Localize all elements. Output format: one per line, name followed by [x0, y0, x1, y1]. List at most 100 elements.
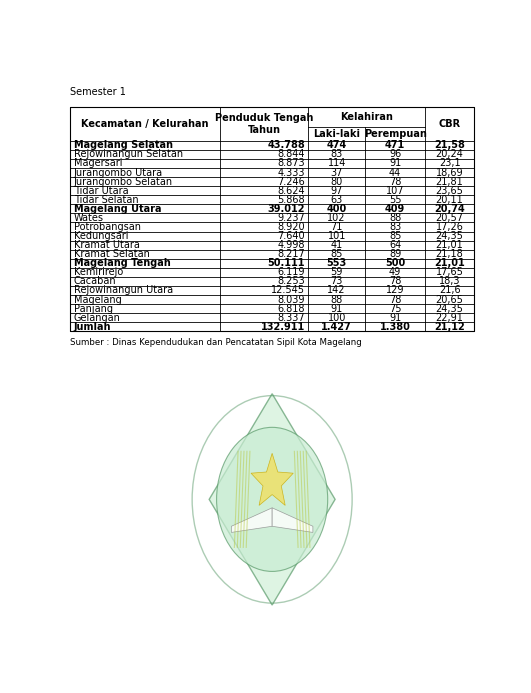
Text: 91: 91 [330, 304, 343, 314]
Text: 9.237: 9.237 [277, 213, 305, 223]
Text: 55: 55 [389, 195, 401, 204]
Text: 73: 73 [330, 277, 343, 286]
Text: 23,65: 23,65 [435, 186, 464, 195]
Text: Sumber : Dinas Kependudukan dan Pencatatan Sipil Kota Magelang: Sumber : Dinas Kependudukan dan Pencatat… [71, 337, 362, 346]
Text: Kelahiran: Kelahiran [340, 112, 393, 122]
Text: 24,35: 24,35 [435, 231, 464, 241]
Text: 5.868: 5.868 [278, 195, 305, 204]
Text: 23,1: 23,1 [439, 159, 460, 168]
Text: 17,65: 17,65 [435, 267, 464, 277]
Text: 89: 89 [389, 249, 401, 259]
Text: Magersari: Magersari [74, 159, 122, 168]
Text: 12.545: 12.545 [271, 286, 305, 295]
Text: 409: 409 [385, 204, 405, 214]
Polygon shape [272, 508, 313, 532]
Text: 21,01: 21,01 [436, 240, 464, 250]
Bar [71, 107, 474, 331]
Text: 21,58: 21,58 [434, 140, 465, 150]
Text: Jurangombo Utara: Jurangombo Utara [74, 168, 163, 177]
Text: Kramat Utara: Kramat Utara [74, 240, 140, 250]
Text: 43.788: 43.788 [268, 140, 305, 150]
Text: Potrobangsan: Potrobangsan [74, 222, 141, 232]
Text: 102: 102 [328, 213, 346, 223]
Text: 553: 553 [327, 258, 347, 268]
Text: Rejowinangun Utara: Rejowinangun Utara [74, 286, 173, 295]
Text: 39.012: 39.012 [268, 204, 305, 214]
Text: 20,57: 20,57 [435, 213, 464, 223]
Text: 21,18: 21,18 [436, 249, 464, 259]
Circle shape [217, 428, 328, 572]
Text: 41: 41 [330, 240, 343, 250]
Text: 114: 114 [328, 159, 346, 168]
Text: 64: 64 [389, 240, 401, 250]
Text: 8.217: 8.217 [277, 249, 305, 259]
Text: 7.640: 7.640 [278, 231, 305, 241]
Text: 400: 400 [327, 204, 347, 214]
Text: 8.624: 8.624 [278, 186, 305, 195]
Text: 78: 78 [389, 295, 401, 304]
Text: 8.039: 8.039 [278, 295, 305, 304]
Text: 6.818: 6.818 [278, 304, 305, 314]
Text: 85: 85 [389, 231, 401, 241]
Text: 6.119: 6.119 [278, 267, 305, 277]
Text: Magelang Tengah: Magelang Tengah [74, 258, 170, 268]
Text: 91: 91 [389, 313, 401, 323]
Text: 132.911: 132.911 [261, 322, 305, 332]
Text: 474: 474 [327, 140, 347, 150]
Text: Jumlah: Jumlah [74, 322, 112, 332]
Text: Kecamatan / Kelurahan: Kecamatan / Kelurahan [81, 119, 209, 129]
Text: 88: 88 [389, 213, 401, 223]
Text: Panjang: Panjang [74, 304, 113, 314]
Text: 78: 78 [389, 277, 401, 286]
Text: 44: 44 [389, 168, 401, 177]
Text: Gelangan: Gelangan [74, 313, 121, 323]
Text: Kemirirejo: Kemirirejo [74, 267, 123, 277]
Text: 59: 59 [330, 267, 343, 277]
Text: 20,74: 20,74 [434, 204, 465, 214]
Text: 129: 129 [386, 286, 405, 295]
Text: 8.253: 8.253 [277, 277, 305, 286]
Text: 97: 97 [330, 186, 343, 195]
Text: 101: 101 [328, 231, 346, 241]
Text: 500: 500 [385, 258, 405, 268]
Text: 471: 471 [385, 140, 405, 150]
Text: 107: 107 [386, 186, 405, 195]
Text: Kramat Selatan: Kramat Selatan [74, 249, 150, 259]
Text: 88: 88 [330, 295, 343, 304]
Text: Perempuan: Perempuan [364, 129, 426, 139]
Text: 8.873: 8.873 [278, 159, 305, 168]
Polygon shape [232, 508, 272, 532]
Text: Laki-laki: Laki-laki [313, 129, 360, 139]
Text: 71: 71 [330, 222, 343, 232]
Text: 100: 100 [328, 313, 346, 323]
Polygon shape [251, 453, 293, 505]
Text: 20,65: 20,65 [435, 295, 464, 304]
Text: 96: 96 [389, 150, 401, 159]
Text: 75: 75 [389, 304, 401, 314]
Text: 78: 78 [389, 177, 401, 186]
Text: 21,01: 21,01 [434, 258, 465, 268]
Text: 37: 37 [330, 168, 343, 177]
Text: 20,11: 20,11 [436, 195, 464, 204]
Text: CBR: CBR [439, 119, 461, 129]
Text: 4.998: 4.998 [278, 240, 305, 250]
Text: 7.246: 7.246 [277, 177, 305, 186]
Text: Tidar Utara: Tidar Utara [74, 186, 129, 195]
Text: 1.427: 1.427 [321, 322, 352, 332]
Text: 4.333: 4.333 [278, 168, 305, 177]
Text: Semester 1: Semester 1 [71, 87, 126, 96]
Text: Tidar Selatan: Tidar Selatan [74, 195, 139, 204]
Text: 21,6: 21,6 [439, 286, 460, 295]
Text: 20,24: 20,24 [435, 150, 464, 159]
Text: Magelang Selatan: Magelang Selatan [74, 140, 173, 150]
Text: 49: 49 [389, 267, 401, 277]
Text: 22,91: 22,91 [435, 313, 464, 323]
Polygon shape [209, 394, 335, 605]
Text: 91: 91 [389, 159, 401, 168]
Text: Wates: Wates [74, 213, 104, 223]
Text: Rejowinangun Selatan: Rejowinangun Selatan [74, 150, 183, 159]
Text: Magelang: Magelang [74, 295, 122, 304]
Text: 1.380: 1.380 [380, 322, 410, 332]
Text: 24,35: 24,35 [435, 304, 464, 314]
Text: 8.920: 8.920 [278, 222, 305, 232]
